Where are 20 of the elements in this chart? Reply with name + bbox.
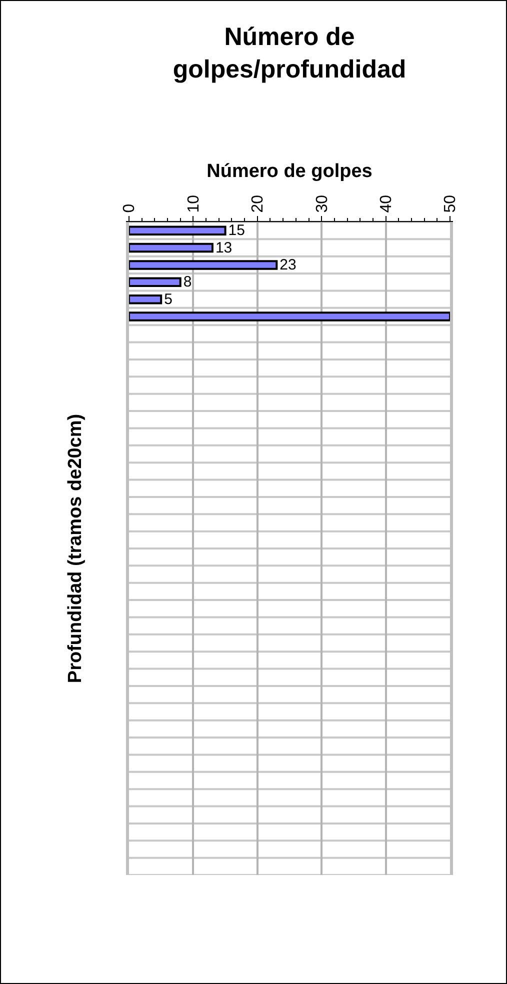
x-axis-title: Número de golpes	[206, 160, 372, 182]
x-tick-label: 20	[250, 194, 267, 213]
bar	[129, 312, 450, 322]
chart-title: Número de golpes/profundidad	[172, 23, 406, 84]
bar	[129, 260, 278, 270]
data-label: 8	[183, 274, 192, 291]
x-tick-label: 40	[378, 194, 395, 213]
data-label: 15	[228, 222, 245, 240]
x-tick-label: 30	[314, 194, 331, 213]
x-tick-label: 0	[121, 204, 138, 213]
bar	[129, 242, 214, 253]
data-label: 13	[215, 239, 232, 256]
bar	[129, 226, 226, 236]
y-axis-title: Profundidad (tramos de20cm)	[64, 414, 86, 684]
x-tick-label: 10	[185, 194, 202, 213]
data-label: 23	[280, 256, 296, 274]
bar	[129, 294, 162, 304]
data-label: 5	[164, 290, 172, 308]
x-tick-label: 50	[442, 194, 460, 213]
bar	[129, 277, 182, 288]
